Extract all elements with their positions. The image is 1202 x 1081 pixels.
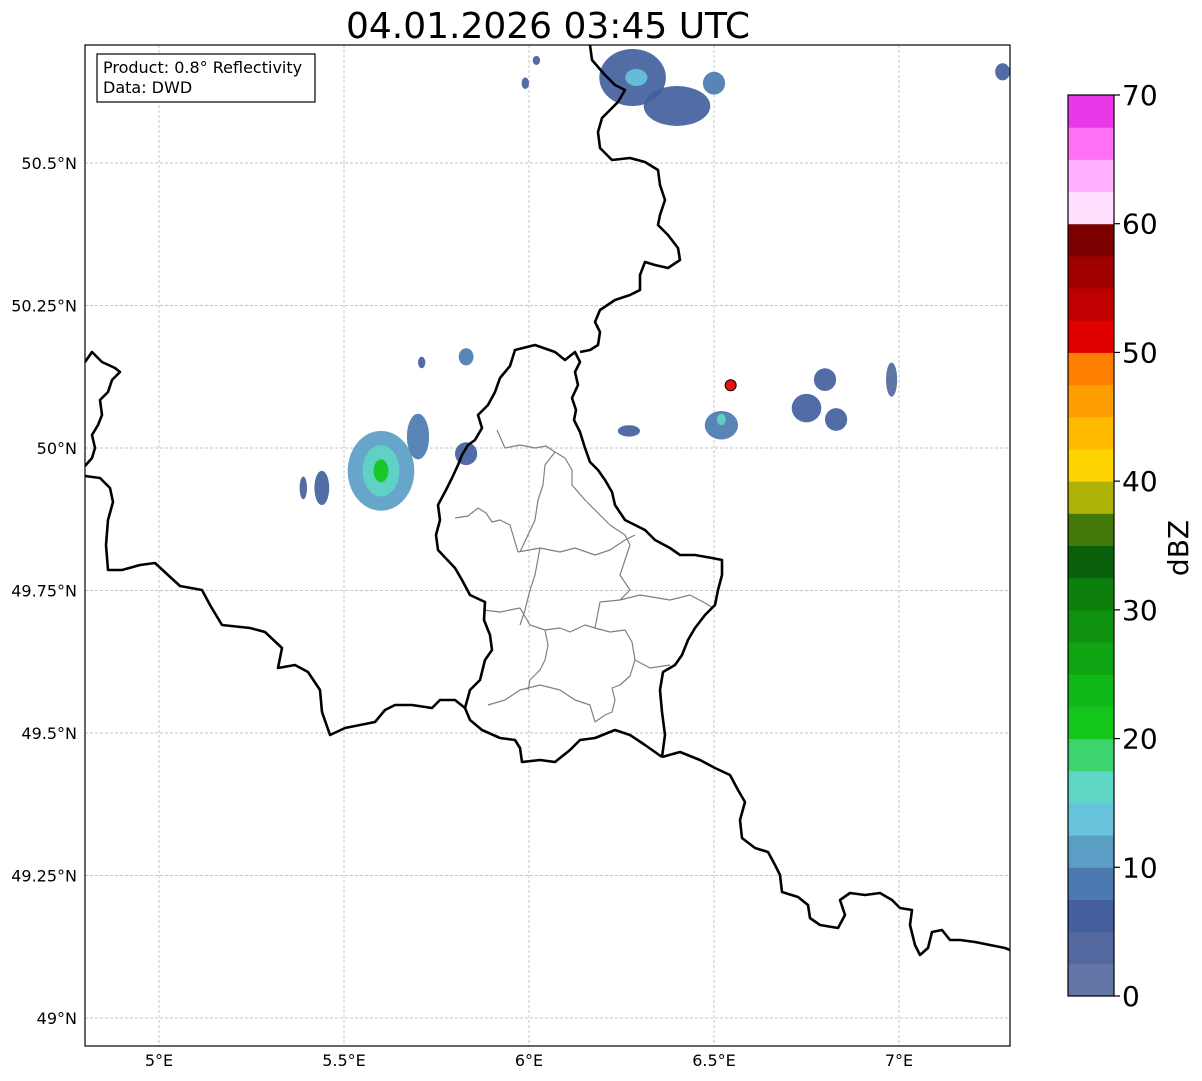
radar-echo xyxy=(995,63,1010,81)
radar-echo xyxy=(813,368,837,391)
station-marker-layer xyxy=(724,379,737,392)
colorbar-swatch xyxy=(1068,159,1114,193)
colorbar-tick-label: 40 xyxy=(1122,465,1158,498)
lon-tick-label: 7°E xyxy=(885,1051,913,1070)
colorbar-tick-label: 20 xyxy=(1122,723,1158,756)
colorbar-swatch xyxy=(1068,609,1114,643)
border-belgium-north xyxy=(85,350,122,467)
colorbar-tick-label: 70 xyxy=(1122,79,1158,112)
lat-tick-label: 50°N xyxy=(37,439,77,458)
colorbar-swatch xyxy=(1068,738,1114,772)
latitude-tick-labels: 49°N 49.25°N 49.5°N 49.75°N 50°N 50.25°N 50.5°… xyxy=(11,154,77,1028)
radar-echo xyxy=(716,413,726,426)
colorbar-swatch xyxy=(1068,95,1114,128)
lat-tick-label: 49.25°N xyxy=(11,867,77,886)
colorbar-swatch xyxy=(1068,899,1114,933)
radar-echo xyxy=(625,68,648,87)
colorbar-swatch xyxy=(1068,577,1114,611)
colorbar-swatches xyxy=(1068,95,1114,997)
radar-echo xyxy=(406,413,430,460)
colorbar-frame xyxy=(1067,94,1115,997)
border-luxembourg xyxy=(434,343,724,758)
radar-echo xyxy=(617,425,641,437)
colorbar-swatch xyxy=(1068,513,1114,546)
border-luxembourg-south xyxy=(463,707,663,764)
colorbar-swatch xyxy=(1068,448,1114,482)
colorbar-swatch xyxy=(1068,963,1114,997)
border-germany-france xyxy=(661,750,1010,957)
info-product: Product: 0.8° Reflectivity xyxy=(103,58,302,77)
colorbar-swatch xyxy=(1068,642,1114,675)
radar-echo xyxy=(532,55,541,65)
longitude-tick-labels: 5°E 5.5°E 6°E 6.5°E 7°E xyxy=(145,1051,913,1070)
colorbar-swatch xyxy=(1068,706,1114,740)
lon-tick-label: 6°E xyxy=(515,1051,543,1070)
lat-tick-label: 49.5°N xyxy=(21,724,77,743)
colorbar-swatch xyxy=(1068,255,1114,289)
radar-echo xyxy=(643,86,711,126)
colorbar-swatch xyxy=(1068,191,1114,225)
radar-echo xyxy=(704,410,739,440)
colorbar-swatch xyxy=(1068,545,1114,579)
radar-echo xyxy=(702,71,726,95)
border-france-belgium xyxy=(85,474,466,737)
radar-echo xyxy=(825,408,848,431)
lon-tick-label: 6.5°E xyxy=(692,1051,736,1070)
colorbar-swatch xyxy=(1068,867,1114,900)
radar-echo xyxy=(521,77,529,89)
radar-echoes xyxy=(299,49,1010,511)
colorbar-swatch xyxy=(1068,770,1114,804)
map-area[interactable]: Product: 0.8° Reflectivity Data: DWD xyxy=(84,44,1011,1047)
radar-echo xyxy=(418,356,426,369)
colorbar-swatch xyxy=(1068,320,1114,353)
lat-tick-label: 50.5°N xyxy=(21,154,77,173)
map-background xyxy=(85,45,1010,1046)
plot-title: 04.01.2026 03:45 UTC xyxy=(346,6,750,47)
radar-echo xyxy=(791,393,822,423)
colorbar-swatch xyxy=(1068,127,1114,160)
colorbar-swatch xyxy=(1068,223,1114,257)
station-marker[interactable] xyxy=(724,379,737,392)
lon-tick-label: 5.5°E xyxy=(322,1051,366,1070)
radar-echo xyxy=(458,348,474,366)
colorbar: 0 10 20 30 40 50 60 70 dBZ xyxy=(1067,79,1195,1013)
colorbar-swatch xyxy=(1068,288,1114,321)
map-frame xyxy=(84,44,1011,1047)
info-box: Product: 0.8° Reflectivity Data: DWD xyxy=(96,53,316,103)
colorbar-swatch xyxy=(1068,674,1114,707)
colorbar-ticks: 0 10 20 30 40 50 60 70 xyxy=(1114,79,1158,1013)
radar-echo xyxy=(299,476,307,500)
radar-echo xyxy=(886,362,898,397)
colorbar-tick-label: 30 xyxy=(1122,594,1158,627)
info-data-source: Data: DWD xyxy=(103,78,192,97)
radar-echo xyxy=(314,470,330,505)
canton-boundaries xyxy=(454,429,714,723)
boundaries xyxy=(85,45,1010,957)
lat-tick-label: 49.75°N xyxy=(11,582,77,601)
colorbar-swatch xyxy=(1068,931,1114,965)
colorbar-tick-label: 60 xyxy=(1122,208,1158,241)
lon-tick-label: 5°E xyxy=(145,1051,173,1070)
colorbar-label: dBZ xyxy=(1162,520,1195,576)
colorbar-swatch xyxy=(1068,835,1114,868)
colorbar-tick-label: 10 xyxy=(1122,851,1158,884)
info-box-frame xyxy=(96,53,316,103)
lat-tick-label: 50.25°N xyxy=(11,297,77,316)
colorbar-swatch xyxy=(1068,352,1114,386)
radar-echo xyxy=(373,459,389,483)
colorbar-tick-label: 0 xyxy=(1122,980,1140,1013)
border-germany-belgium xyxy=(579,45,682,354)
lat-tick-label: 49°N xyxy=(37,1009,77,1028)
gridlines xyxy=(85,45,1010,1046)
colorbar-swatch xyxy=(1068,416,1114,450)
colorbar-swatch xyxy=(1068,384,1114,418)
colorbar-swatch xyxy=(1068,802,1114,836)
colorbar-swatch xyxy=(1068,481,1114,514)
colorbar-tick-label: 50 xyxy=(1122,336,1158,369)
